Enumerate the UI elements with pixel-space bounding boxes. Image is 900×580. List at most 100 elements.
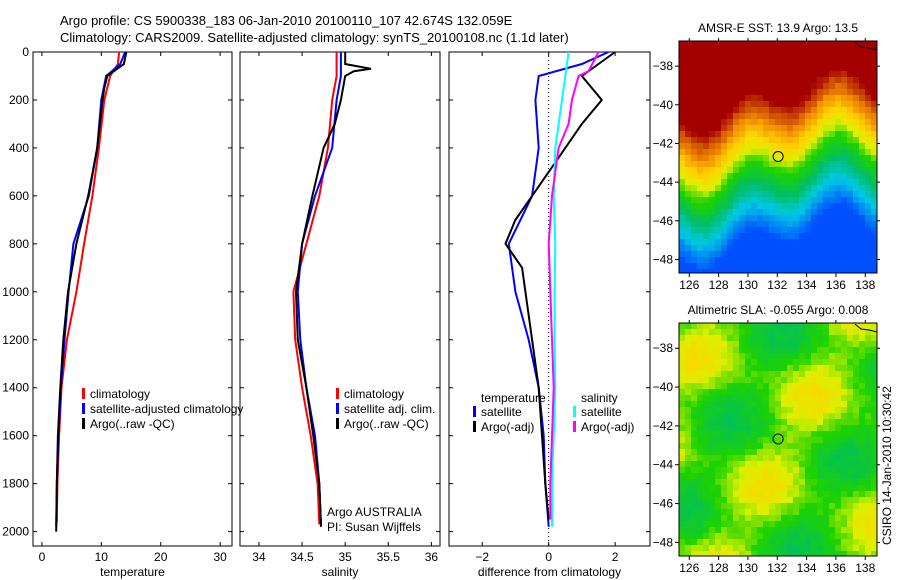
map-cell — [817, 203, 823, 209]
map-cell — [739, 359, 745, 365]
map-cell — [685, 353, 691, 359]
map-cell — [871, 77, 877, 83]
map-cell — [715, 83, 721, 89]
map-cell — [745, 419, 751, 425]
map-cell — [709, 263, 715, 269]
map-cell — [811, 137, 817, 143]
map-cell — [757, 167, 763, 173]
map-cell — [811, 47, 817, 53]
legend-label: satellite adj. clim. — [344, 402, 435, 416]
map-cell — [835, 167, 841, 173]
map-cell — [865, 209, 871, 215]
map-cell — [751, 443, 757, 449]
map-cell — [751, 215, 757, 221]
map-cell — [805, 47, 811, 53]
map-cell — [733, 95, 739, 101]
map-cell — [835, 197, 841, 203]
map-cell — [685, 485, 691, 491]
map-cell — [811, 65, 817, 71]
map-cell — [697, 485, 703, 491]
map-cell — [805, 521, 811, 527]
map-cell — [841, 473, 847, 479]
map-cell — [757, 359, 763, 365]
map-cell — [817, 113, 823, 119]
map-cell — [781, 59, 787, 65]
map-cell — [829, 395, 835, 401]
map-cell — [727, 419, 733, 425]
map-cell — [823, 71, 829, 77]
map-cell — [715, 365, 721, 371]
map-cell — [745, 509, 751, 515]
map-cell — [769, 449, 775, 455]
map-cell — [769, 53, 775, 59]
map-cell — [775, 185, 781, 191]
map-cell — [871, 485, 877, 491]
map-cell — [745, 131, 751, 137]
map-cell — [871, 527, 877, 533]
map-cell — [703, 233, 709, 239]
map-cell — [685, 539, 691, 545]
map-cell — [757, 173, 763, 179]
map-cell — [811, 473, 817, 479]
map-cell — [679, 167, 685, 173]
map-cell — [691, 437, 697, 443]
map-cell — [829, 239, 835, 245]
map-cell — [739, 503, 745, 509]
map-cell — [763, 359, 769, 365]
map-cell — [691, 455, 697, 461]
map-cell — [793, 77, 799, 83]
map-cell — [841, 179, 847, 185]
map-cell — [763, 503, 769, 509]
map-cell — [685, 185, 691, 191]
map-cell — [733, 533, 739, 539]
map-cell — [733, 41, 739, 47]
map-cell — [799, 185, 805, 191]
map-cell — [679, 419, 685, 425]
map-cell — [703, 413, 709, 419]
map-cell — [859, 257, 865, 263]
map-cell — [715, 59, 721, 65]
map-cell — [727, 449, 733, 455]
map-cell — [847, 437, 853, 443]
map-cell — [763, 143, 769, 149]
map-cell — [781, 473, 787, 479]
map-cell — [865, 95, 871, 101]
map-cell — [685, 521, 691, 527]
map-cell — [817, 65, 823, 71]
map-cell — [685, 359, 691, 365]
map-cell — [751, 233, 757, 239]
map-cell — [739, 551, 745, 556]
map-cell — [793, 65, 799, 71]
map-cell — [853, 203, 859, 209]
map-cell — [811, 341, 817, 347]
map-cell — [685, 413, 691, 419]
map-cell — [769, 245, 775, 251]
map-cell — [781, 545, 787, 551]
map-cell — [835, 335, 841, 341]
map-cell — [697, 533, 703, 539]
map-cell — [823, 515, 829, 521]
map-cell — [763, 461, 769, 467]
map-cell — [745, 209, 751, 215]
map-cell — [811, 215, 817, 221]
map-cell — [775, 137, 781, 143]
map-cell — [763, 515, 769, 521]
map-cell — [781, 203, 787, 209]
map-cell — [841, 455, 847, 461]
map-cell — [745, 449, 751, 455]
map-cell — [811, 251, 817, 257]
map-cell — [733, 497, 739, 503]
map-cell — [733, 401, 739, 407]
map-cell — [847, 161, 853, 167]
map-cell — [679, 107, 685, 113]
map-cell — [835, 65, 841, 71]
map-cell — [727, 521, 733, 527]
map-cell — [865, 413, 871, 419]
map-cell — [817, 491, 823, 497]
map-cell — [709, 179, 715, 185]
map-cell — [703, 167, 709, 173]
map-cell — [703, 347, 709, 353]
map-cell — [745, 191, 751, 197]
map-cell — [787, 527, 793, 533]
map-cell — [799, 533, 805, 539]
